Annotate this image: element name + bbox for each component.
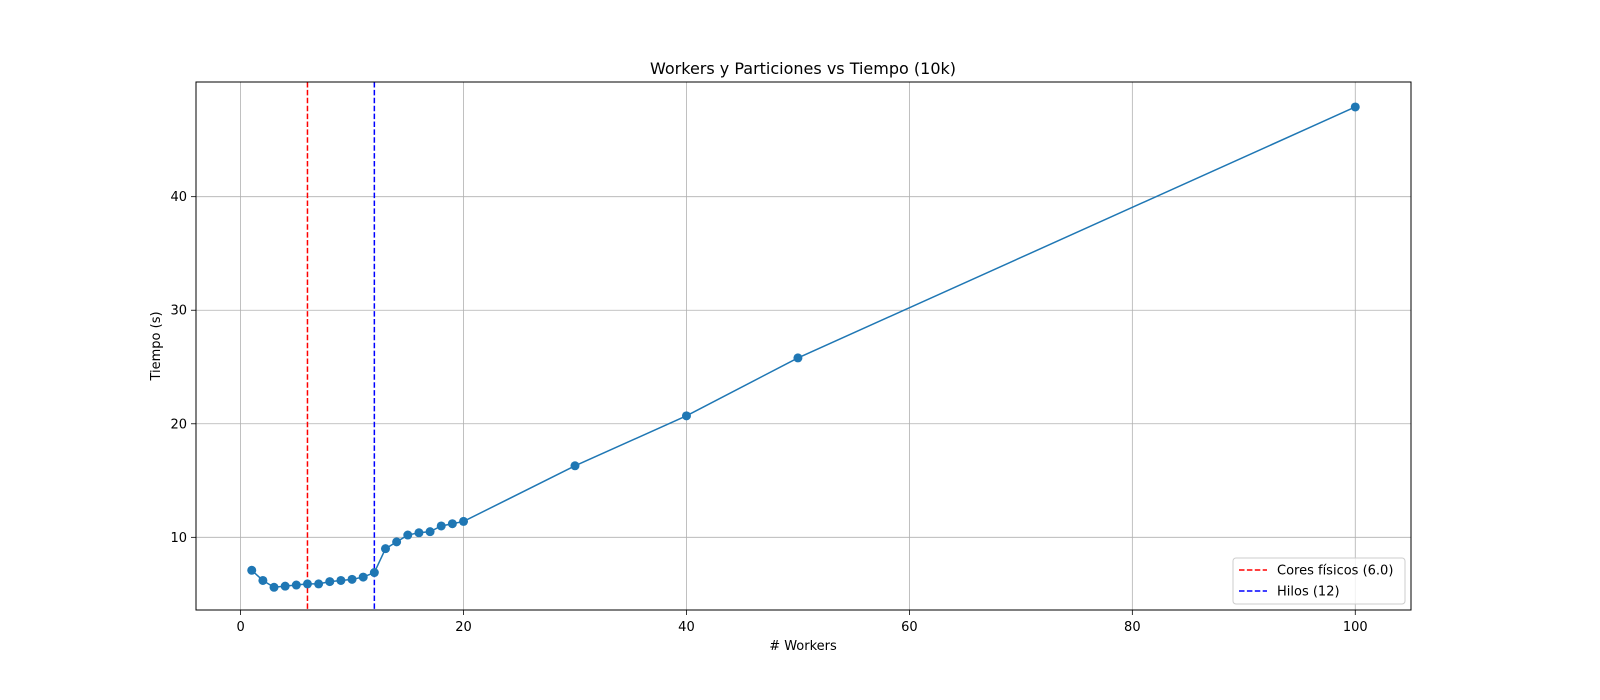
data-point [291, 580, 301, 590]
y-tick-label: 40 [170, 190, 187, 205]
data-point [369, 568, 379, 578]
data-point [403, 530, 413, 540]
legend-box [1232, 557, 1406, 605]
data-point [1350, 102, 1360, 112]
data-point [280, 581, 290, 591]
data-point [392, 537, 402, 547]
legend-label-hilos: Hilos (12) [1277, 585, 1340, 600]
plot-frame [195, 81, 1412, 611]
data-point [459, 516, 469, 526]
x-tick-label: 40 [678, 620, 695, 635]
data-point [269, 582, 279, 592]
data-point [347, 574, 357, 584]
data-point [302, 579, 312, 589]
x-tick-label: 80 [1124, 620, 1141, 635]
data-point [793, 353, 803, 363]
data-point [314, 579, 324, 589]
plot-area [247, 82, 1360, 610]
y-axis-label: Tiempo (s) [149, 311, 164, 381]
chart-title: Workers y Particiones vs Tiempo (10k) [650, 59, 956, 78]
data-point [325, 577, 335, 587]
data-point [414, 528, 424, 538]
data-point [380, 544, 390, 554]
data-point [681, 411, 691, 421]
data-point [425, 527, 435, 537]
x-tick-label: 20 [455, 620, 472, 635]
data-point [447, 519, 457, 529]
grid-lines [196, 82, 1411, 610]
data-point [336, 575, 346, 585]
legend: Cores físicos (6.0) Hilos (12) [1232, 557, 1406, 605]
tick-marks: 0 20 40 60 80 100 10 20 30 40 [170, 190, 1367, 635]
x-tick-label: 100 [1343, 620, 1368, 635]
x-axis-label: # Workers [769, 639, 837, 654]
data-point [358, 572, 368, 582]
x-tick-label: 60 [901, 620, 918, 635]
y-tick-label: 20 [170, 417, 187, 432]
data-point [258, 575, 268, 585]
x-tick-label: 0 [236, 620, 244, 635]
y-tick-label: 30 [170, 304, 187, 319]
data-point [247, 565, 257, 575]
data-point [436, 521, 446, 531]
y-tick-label: 10 [170, 531, 187, 546]
data-point [570, 461, 580, 471]
legend-label-cores: Cores físicos (6.0) [1277, 564, 1393, 579]
series-line [251, 106, 1356, 589]
